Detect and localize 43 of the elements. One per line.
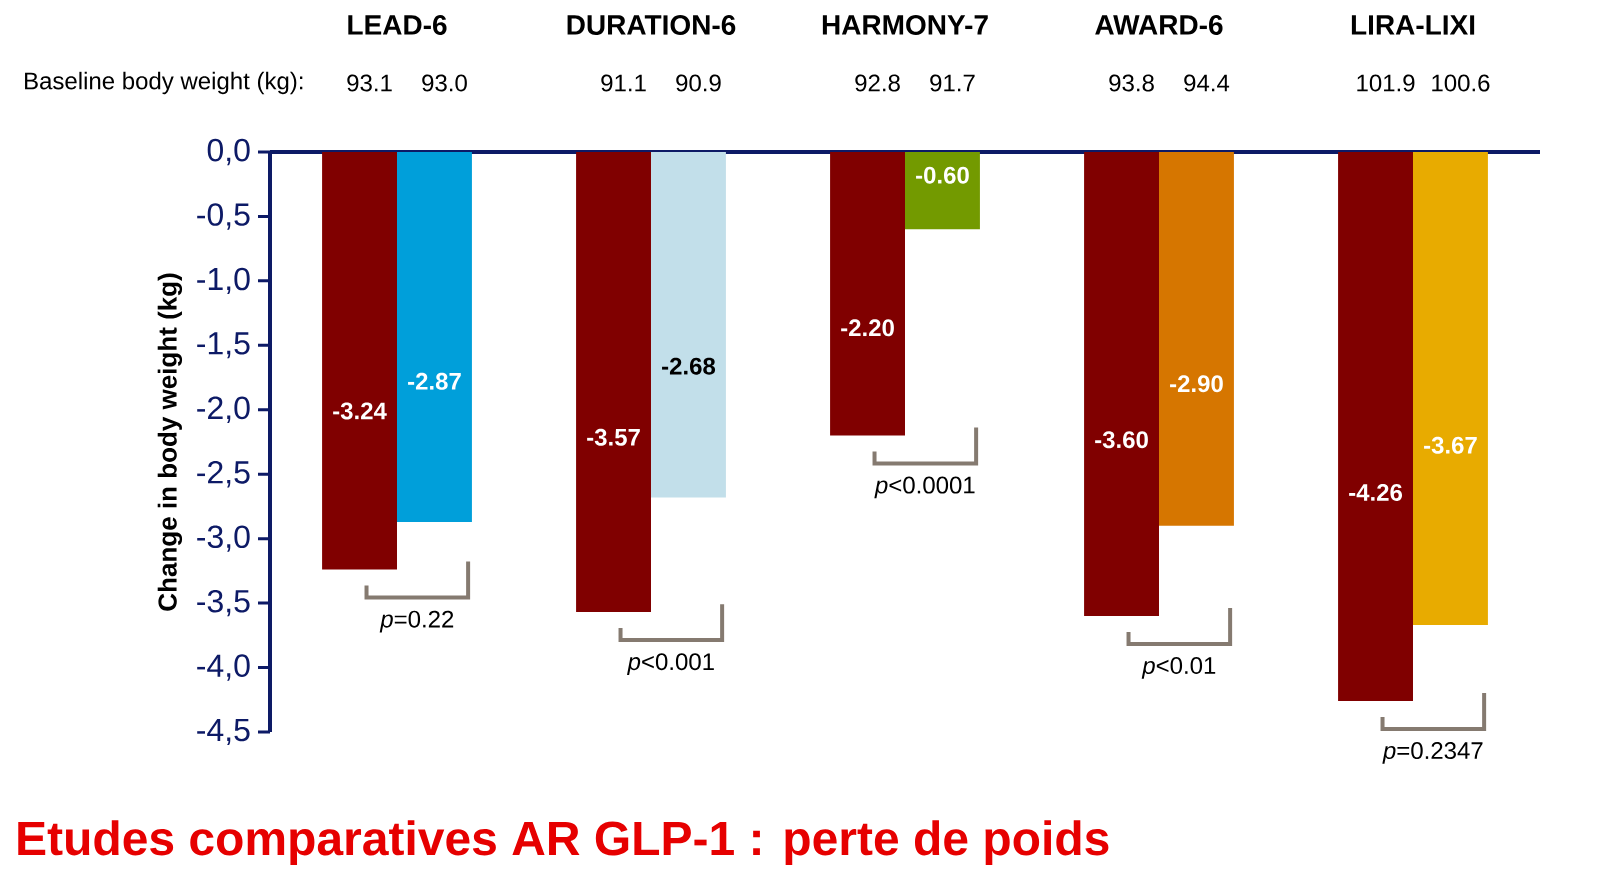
annotation: p=0.22 [379, 610, 454, 633]
text: 93.1 [347, 74, 392, 92]
x-tick-label: DURATION-6 [567, 15, 736, 35]
text: 91.1 [601, 74, 646, 92]
annotation: p<0.001 [627, 653, 714, 675]
y-tick-label: 0,0 [207, 138, 250, 166]
text: Baseline body weight (kg): [25, 71, 303, 95]
text: p=0.2347 [1382, 742, 1483, 764]
y-tick-label: -3,5 [197, 589, 250, 617]
data-label: -3.57 [587, 428, 640, 446]
x-tick-label: AWARD-6 [1095, 15, 1223, 35]
data-label: -0.60 [916, 166, 969, 184]
y-tick-label: -0,5 [197, 203, 250, 230]
text: 101.9 [1357, 74, 1415, 92]
x-tick-label: LIRA-LIXI [1351, 15, 1475, 35]
data-label: -2.68 [662, 357, 716, 375]
text: 100.6 [1432, 74, 1490, 92]
y-tick-label: -4,5 [197, 718, 250, 746]
y-tick-label: -4,0 [197, 654, 250, 681]
y-tick-label: -1,0 [197, 267, 250, 295]
text: 91.7 [930, 74, 975, 92]
text: Etudes comparatives AR GLP-1 : perte de poids [18, 820, 1109, 865]
annotation: p<0.01 [1141, 657, 1216, 679]
y-tick-label: -3,0 [197, 525, 250, 552]
data-label: -2.20 [841, 319, 894, 337]
x-tick-label: HARMONY-7 [822, 15, 988, 35]
text: 92.8 [855, 74, 900, 92]
data-label: -4.26 [1349, 483, 1403, 501]
text: 93.0 [422, 74, 467, 92]
text: 93.8 [1109, 74, 1154, 92]
data-label: -3.67 [1424, 436, 1477, 454]
text: 94.4 [1184, 74, 1230, 92]
annotation: p<0.0001 [874, 476, 975, 499]
data-label: -2.87 [408, 372, 461, 390]
data-label: -2.90 [1170, 375, 1223, 393]
data-label: -3.60 [1095, 431, 1148, 449]
y-tick-label: -2,0 [197, 396, 250, 423]
text: 90.9 [676, 74, 721, 92]
y-axis-title: Change in body weight (kg) [157, 273, 183, 611]
x-tick-label: LEAD-6 [348, 15, 447, 35]
y-tick-label: -2,5 [197, 461, 250, 488]
data-label: -3.24 [333, 402, 387, 420]
y-tick-label: -1,5 [197, 332, 250, 359]
